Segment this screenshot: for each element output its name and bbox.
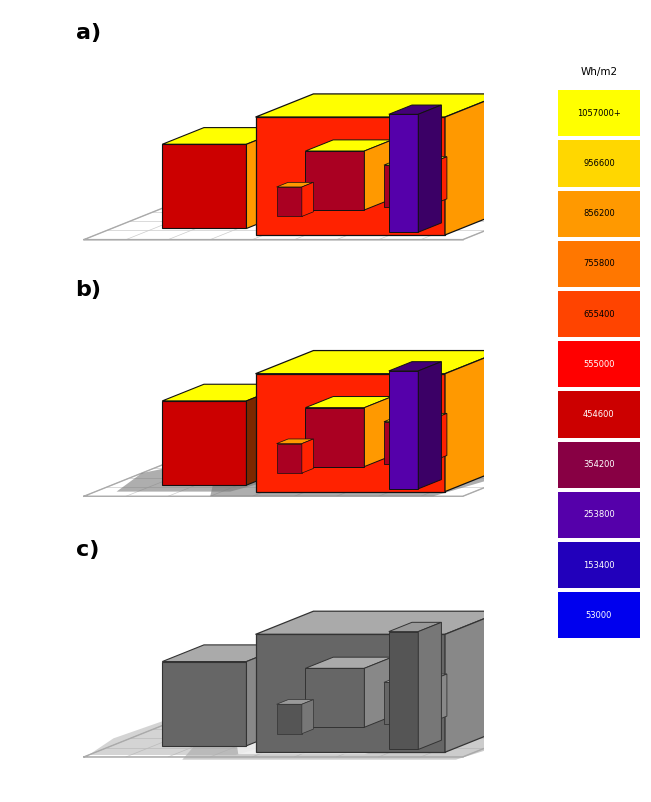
Polygon shape xyxy=(389,622,441,632)
Polygon shape xyxy=(302,699,313,734)
Polygon shape xyxy=(247,128,288,229)
Polygon shape xyxy=(305,396,392,407)
Polygon shape xyxy=(305,657,392,668)
Polygon shape xyxy=(275,450,408,470)
Polygon shape xyxy=(277,182,313,187)
Text: 956600: 956600 xyxy=(583,159,615,168)
Polygon shape xyxy=(182,715,553,759)
Polygon shape xyxy=(256,611,503,634)
Polygon shape xyxy=(277,187,302,217)
Bar xyxy=(559,191,639,237)
Polygon shape xyxy=(365,396,392,467)
Polygon shape xyxy=(162,384,288,401)
Polygon shape xyxy=(302,182,313,217)
Polygon shape xyxy=(389,115,418,233)
Text: 1057000+: 1057000+ xyxy=(577,109,621,118)
Bar xyxy=(559,391,639,438)
Polygon shape xyxy=(256,94,503,117)
Polygon shape xyxy=(210,461,512,496)
Polygon shape xyxy=(384,683,426,724)
Polygon shape xyxy=(418,362,441,489)
Polygon shape xyxy=(162,401,247,485)
Bar xyxy=(559,241,639,287)
Polygon shape xyxy=(162,144,247,229)
Text: 454600: 454600 xyxy=(583,410,615,419)
Text: b): b) xyxy=(76,280,102,300)
Polygon shape xyxy=(365,140,392,210)
Polygon shape xyxy=(389,362,441,371)
Polygon shape xyxy=(384,413,447,422)
Polygon shape xyxy=(389,371,418,489)
Polygon shape xyxy=(389,105,441,115)
Polygon shape xyxy=(426,674,447,724)
Polygon shape xyxy=(418,622,441,750)
Polygon shape xyxy=(305,407,365,467)
Text: a): a) xyxy=(76,23,101,43)
Polygon shape xyxy=(305,151,365,210)
Polygon shape xyxy=(277,699,313,704)
Text: 755800: 755800 xyxy=(583,259,615,269)
Polygon shape xyxy=(445,611,503,752)
Bar xyxy=(559,90,639,136)
Polygon shape xyxy=(162,128,288,144)
Polygon shape xyxy=(89,711,342,755)
Polygon shape xyxy=(247,645,288,746)
Polygon shape xyxy=(256,374,445,492)
Polygon shape xyxy=(236,724,437,754)
Polygon shape xyxy=(384,422,426,464)
Text: 53000: 53000 xyxy=(586,611,612,620)
Text: Wh/m2: Wh/m2 xyxy=(580,67,618,77)
Polygon shape xyxy=(162,645,288,662)
Text: c): c) xyxy=(76,541,99,561)
Bar xyxy=(559,140,639,187)
Text: 856200: 856200 xyxy=(583,209,615,218)
Polygon shape xyxy=(365,657,392,727)
Polygon shape xyxy=(426,156,447,207)
Polygon shape xyxy=(445,94,503,235)
Polygon shape xyxy=(277,704,302,734)
Polygon shape xyxy=(256,634,445,752)
Polygon shape xyxy=(302,439,313,473)
Polygon shape xyxy=(418,105,441,233)
Polygon shape xyxy=(256,350,503,374)
Polygon shape xyxy=(384,156,447,165)
Polygon shape xyxy=(384,674,447,683)
Bar xyxy=(559,592,639,638)
Polygon shape xyxy=(277,444,302,473)
Text: 253800: 253800 xyxy=(583,510,615,520)
Text: 555000: 555000 xyxy=(583,360,615,369)
Bar xyxy=(559,492,639,538)
Polygon shape xyxy=(426,413,447,464)
Bar xyxy=(559,291,639,337)
Bar xyxy=(559,542,639,588)
Polygon shape xyxy=(305,140,392,151)
Text: 655400: 655400 xyxy=(583,310,615,318)
Polygon shape xyxy=(277,439,313,444)
Bar xyxy=(559,341,639,387)
Polygon shape xyxy=(445,350,503,492)
Polygon shape xyxy=(389,632,418,750)
Text: 354200: 354200 xyxy=(583,460,615,469)
Polygon shape xyxy=(305,668,365,727)
Polygon shape xyxy=(162,662,247,746)
Bar xyxy=(559,442,639,488)
Polygon shape xyxy=(256,117,445,235)
Polygon shape xyxy=(384,165,426,207)
Polygon shape xyxy=(247,384,288,485)
Text: 153400: 153400 xyxy=(583,561,615,569)
Polygon shape xyxy=(117,457,309,492)
